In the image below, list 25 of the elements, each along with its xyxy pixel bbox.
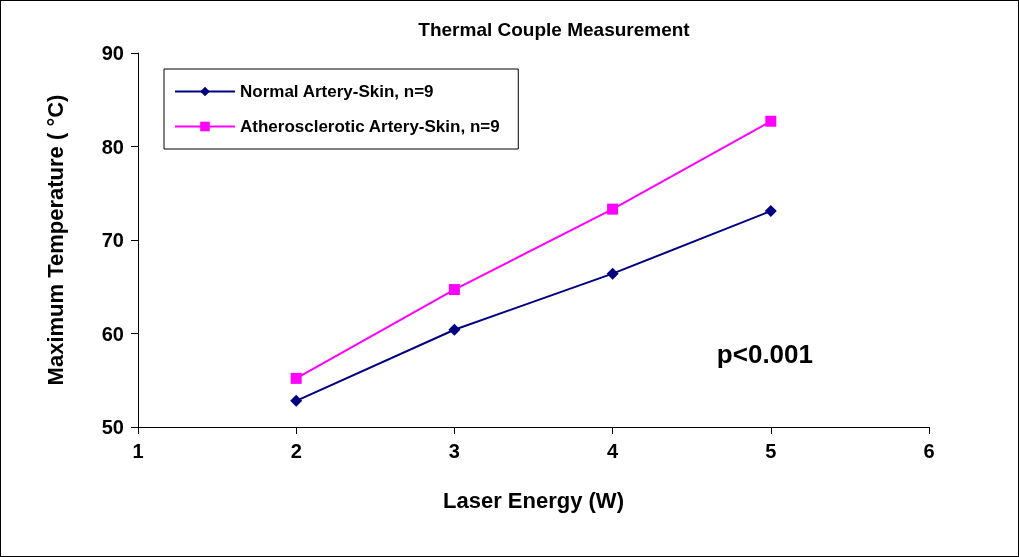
x-tick-label: 6 — [923, 440, 935, 462]
x-axis-title: Laser Energy (W) — [443, 487, 624, 513]
point — [448, 323, 461, 336]
y-tick-label: 50 — [101, 416, 124, 438]
legend-label: Atherosclerotic Artery-Skin, n=9 — [240, 117, 500, 136]
point — [606, 267, 619, 280]
y-tick-label: 70 — [101, 229, 124, 251]
legend-label: Normal Artery-Skin, n=9 — [240, 82, 434, 101]
point — [764, 205, 777, 218]
annotation: p<0.001 — [716, 339, 814, 369]
y-axis-title: Maximum Temperature ( °C) — [42, 94, 68, 386]
y-tick-label: 80 — [101, 135, 124, 158]
x-tick-label: 1 — [132, 440, 144, 462]
point — [765, 115, 777, 127]
chart-title: Thermal Couple Measurement — [418, 19, 691, 40]
x-tick-label: 5 — [765, 440, 777, 462]
x-tick-label: 3 — [448, 440, 460, 462]
point — [448, 284, 460, 296]
y-tick-label: 60 — [101, 322, 124, 345]
y-tick-label: 90 — [101, 42, 124, 64]
point — [290, 394, 303, 407]
point — [290, 372, 302, 384]
point — [607, 203, 619, 215]
x-tick-label: 2 — [290, 440, 302, 462]
x-tick-label: 4 — [607, 440, 620, 462]
